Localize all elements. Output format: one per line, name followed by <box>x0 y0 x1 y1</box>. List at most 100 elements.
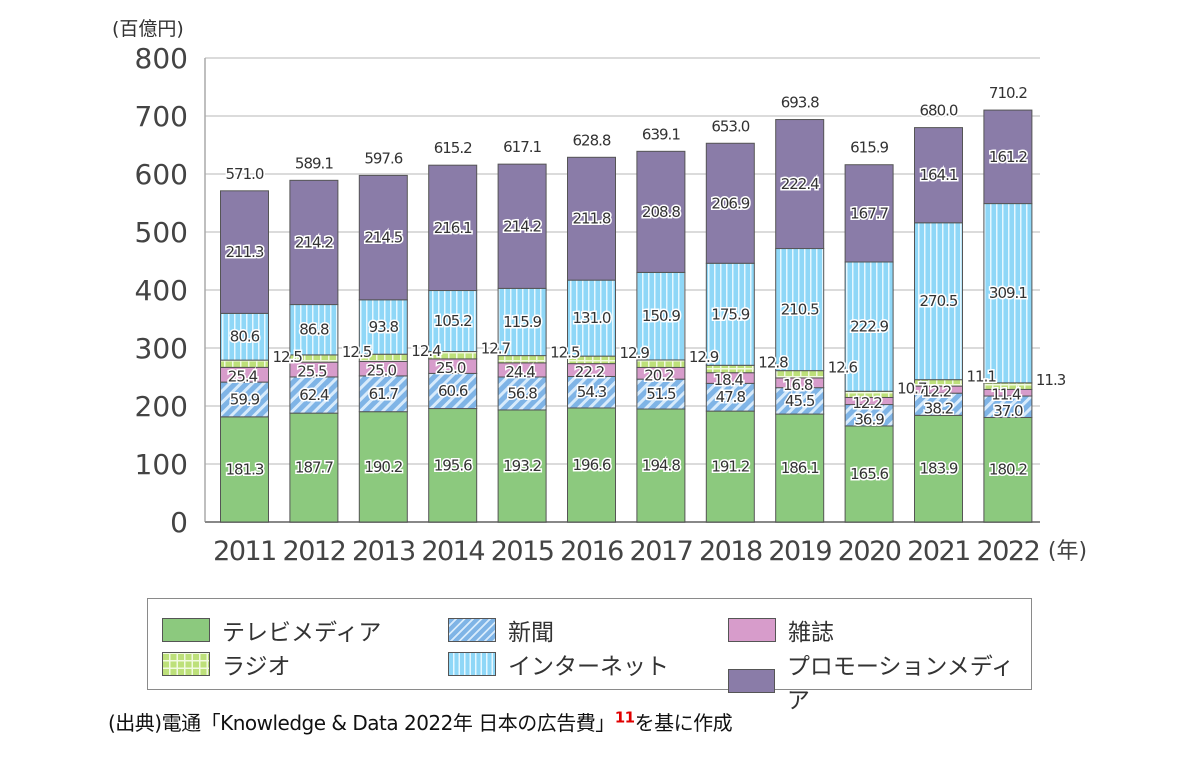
bar-segment <box>497 376 547 411</box>
data-label-total: 680.0 <box>920 102 958 120</box>
bar-segment <box>705 410 755 523</box>
data-label-internet: 222.9 <box>850 318 888 336</box>
y-tick-label: 200 <box>135 390 188 423</box>
x-tick-label: 2018 <box>699 536 762 567</box>
bar-segment <box>775 387 825 415</box>
data-label-magazine: 22.2 <box>575 363 605 381</box>
bar-segment <box>775 248 825 372</box>
data-label-radio: 12.6 <box>828 359 858 377</box>
data-label-total: 653.0 <box>711 117 749 135</box>
data-label-total: 597.6 <box>364 149 402 167</box>
data-label-newspaper: 47.8 <box>716 388 746 406</box>
data-label-total: 589.1 <box>295 154 333 172</box>
bar-segment <box>775 119 825 250</box>
bar-segment <box>220 381 269 418</box>
legend-label: プロモーションメディア <box>786 654 1015 714</box>
data-label-tv: 191.2 <box>711 458 749 476</box>
data-label-total: 617.1 <box>503 138 541 156</box>
data-label-promotion: 222.4 <box>781 175 819 193</box>
legend-item: インターネット <box>448 647 669 681</box>
y-axis-unit-label: (百億円) <box>112 18 184 40</box>
data-label-internet: 105.2 <box>434 312 472 330</box>
y-tick-label: 800 <box>135 42 188 75</box>
bar-segment <box>983 109 1033 205</box>
legend-item: 新聞 <box>448 613 554 647</box>
bar-segment <box>636 408 686 523</box>
bar-segment <box>914 414 963 523</box>
y-tick-label: 400 <box>135 274 188 307</box>
bar-segment <box>289 179 339 306</box>
data-label-total: 628.8 <box>573 131 611 149</box>
data-label-internet: 270.5 <box>920 292 958 310</box>
data-label-magazine: 11.4 <box>991 386 1021 404</box>
data-label-newspaper: 60.6 <box>438 382 468 400</box>
data-label-tv: 186.1 <box>781 459 819 477</box>
bar-segment <box>983 203 1033 384</box>
data-label-promotion: 211.3 <box>226 243 264 261</box>
data-label-internet: 80.6 <box>230 328 260 346</box>
data-label-tv: 187.7 <box>295 459 333 477</box>
data-label-internet: 93.8 <box>369 318 399 336</box>
y-axis-ticks: 0 100 200 300 400 500 600 700 800 <box>135 42 188 539</box>
data-label-promotion: 164.1 <box>920 166 958 184</box>
data-label-tv: 193.2 <box>503 457 541 475</box>
data-label-internet: 175.9 <box>711 305 749 323</box>
bar-segment <box>428 164 478 292</box>
legend-item: テレビメディア <box>162 613 381 647</box>
bar-segment <box>636 150 686 273</box>
data-label-total: 639.1 <box>642 125 680 143</box>
bar-segment <box>914 127 963 224</box>
data-label-newspaper: 36.9 <box>854 410 884 428</box>
bar-segment <box>358 299 408 355</box>
bar-segment <box>358 411 408 523</box>
data-label-radio: 12.8 <box>758 353 788 371</box>
y-tick-label: 600 <box>135 158 188 191</box>
data-label-promotion: 214.2 <box>503 217 541 235</box>
data-label-promotion: 214.2 <box>295 233 333 251</box>
data-label-radio: 11.3 <box>1036 371 1066 389</box>
legend-swatch <box>162 618 210 642</box>
x-tick-label: 2016 <box>560 536 623 567</box>
data-label-radio: 12.5 <box>342 343 372 361</box>
data-label-newspaper: 56.8 <box>507 384 537 402</box>
legend-label: ラジオ <box>222 654 291 680</box>
bar-segment <box>567 407 616 523</box>
data-label-radio: 12.9 <box>620 344 650 362</box>
data-label-radio: 12.7 <box>481 340 511 358</box>
legend-label: 雑誌 <box>788 620 834 646</box>
x-tick-label: 2014 <box>421 536 484 567</box>
x-tick-label: 2013 <box>352 536 415 567</box>
data-label-magazine: 25.5 <box>297 363 327 381</box>
data-label-promotion: 167.7 <box>850 204 888 222</box>
bar-segment <box>844 261 894 392</box>
data-label-newspaper: 45.5 <box>785 392 815 410</box>
data-label-newspaper: 38.2 <box>924 399 954 417</box>
source-text: (出典)電通「Knowledge & Data 2022年 日本の広告費」 <box>108 711 615 735</box>
data-label-promotion: 161.2 <box>989 148 1027 166</box>
bar-segment <box>497 163 547 289</box>
bar-segment <box>705 262 755 366</box>
x-tick-label: 2020 <box>838 536 901 567</box>
legend-swatch <box>162 652 210 676</box>
legend-item: プロモーションメディア <box>728 647 1031 715</box>
data-label-internet: 115.9 <box>503 313 541 331</box>
bar-segment <box>844 425 894 523</box>
data-label-internet: 210.5 <box>781 301 819 319</box>
data-label-newspaper: 51.5 <box>646 385 676 403</box>
data-label-radio: 12.4 <box>411 342 441 360</box>
bar-segment <box>220 359 269 368</box>
bar-segment <box>428 408 478 523</box>
data-label-newspaper: 37.0 <box>993 402 1023 420</box>
legend-item: 雑誌 <box>728 613 834 647</box>
data-label-internet: 86.8 <box>299 321 329 339</box>
data-label-magazine: 25.0 <box>436 359 466 377</box>
data-label-magazine: 18.4 <box>714 371 744 389</box>
bar-segment <box>497 287 547 357</box>
data-label-magazine: 12.2 <box>852 394 882 412</box>
data-label-tv: 195.6 <box>434 456 472 474</box>
data-label-tv: 190.2 <box>364 458 402 476</box>
footnote-marker[interactable]: 11 <box>614 708 635 727</box>
source-suffix: を基に作成 <box>634 711 733 735</box>
data-label-magazine: 20.2 <box>644 366 674 384</box>
